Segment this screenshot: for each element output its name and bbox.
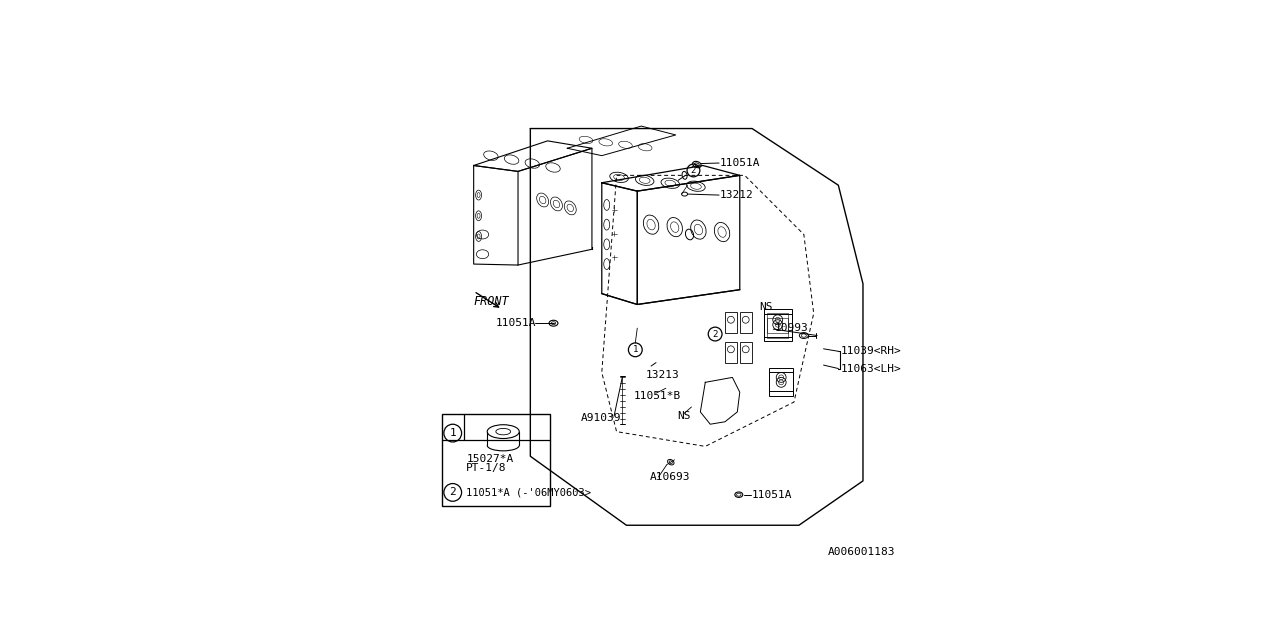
Text: 11051A: 11051A [721, 158, 760, 168]
Text: 11051A: 11051A [753, 490, 792, 500]
Text: 13212: 13212 [721, 190, 754, 200]
Text: 11051*A (-'06MY0603>: 11051*A (-'06MY0603> [466, 488, 591, 497]
Text: A006001183: A006001183 [827, 547, 895, 557]
Text: 2: 2 [449, 488, 456, 497]
Text: 11063<LH>: 11063<LH> [841, 364, 901, 374]
Text: 2: 2 [713, 330, 718, 339]
Text: FRONT: FRONT [474, 294, 508, 308]
Text: 13213: 13213 [646, 370, 680, 380]
Text: A10693: A10693 [650, 472, 691, 482]
Text: 11051*B: 11051*B [634, 391, 681, 401]
Text: 11039<RH>: 11039<RH> [841, 346, 901, 356]
Text: 11051A: 11051A [495, 318, 536, 328]
Text: 15027*A: 15027*A [466, 454, 513, 463]
Text: 2: 2 [691, 166, 696, 175]
Text: PT-1/8: PT-1/8 [466, 463, 507, 474]
Text: 10993: 10993 [774, 323, 808, 333]
Text: 1: 1 [632, 346, 637, 355]
Text: NS: NS [677, 411, 691, 421]
Text: NS: NS [759, 302, 773, 312]
Text: 1: 1 [449, 428, 456, 438]
Bar [442, 414, 550, 506]
Text: A91039: A91039 [581, 413, 622, 423]
